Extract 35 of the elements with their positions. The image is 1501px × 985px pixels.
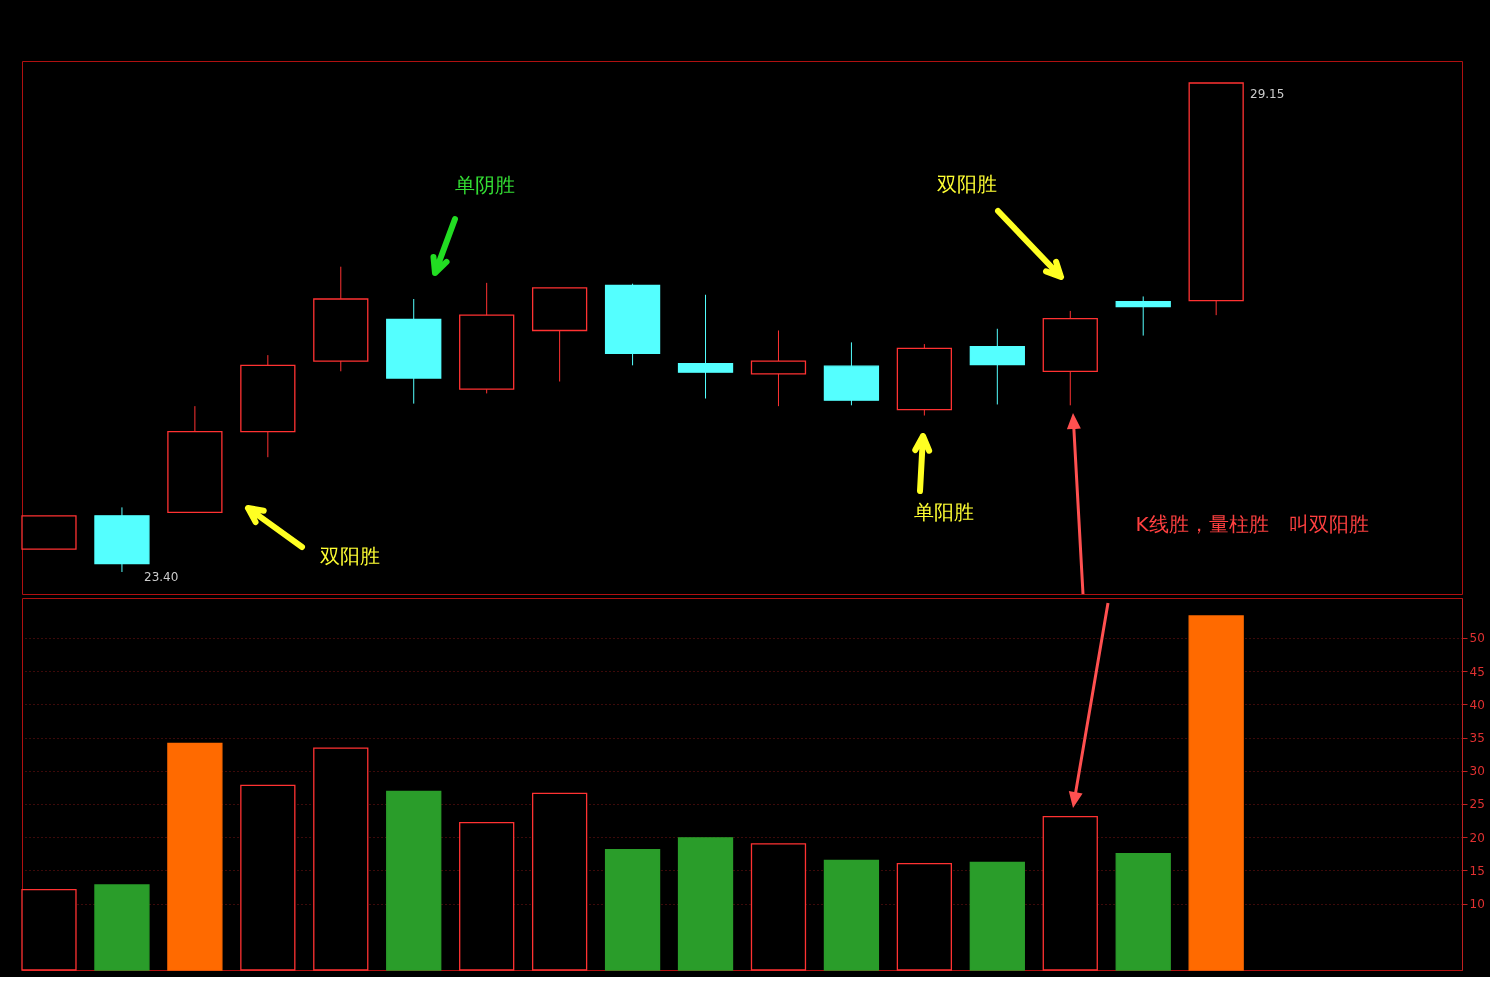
annotation: 单阴胜: [455, 173, 515, 197]
bar: [531, 792, 588, 971]
bar: [1042, 815, 1098, 971]
bar: [459, 821, 515, 971]
bar: [750, 843, 807, 971]
bar: [1115, 853, 1171, 971]
y-tick-label: 40: [1469, 697, 1485, 712]
y-tick-label: 25: [1469, 797, 1485, 812]
y-tick-label: 50: [1469, 631, 1485, 646]
bar: [604, 849, 661, 971]
bar: [21, 888, 77, 971]
bar: [896, 863, 953, 971]
y-tick-label: 15: [1469, 863, 1485, 878]
bar: [167, 742, 223, 971]
y-tick-label: 30: [1469, 764, 1485, 779]
bar: [677, 837, 734, 971]
y-tick-label: 20: [1469, 830, 1485, 845]
bar: [969, 861, 1025, 971]
annotation: 23.40: [144, 570, 179, 584]
annotation: 双阳胜: [937, 172, 997, 196]
bar: [386, 790, 442, 971]
annotation: 双阳胜: [320, 544, 380, 568]
bar: [240, 784, 296, 971]
annotation: K线胜，量柱胜 叫双阳胜: [1135, 512, 1369, 536]
candlestick: [1115, 295, 1171, 337]
bar: [313, 747, 369, 971]
annotation: 29.15: [1250, 87, 1285, 101]
candlestick: [677, 294, 734, 400]
annotation: 单阳胜: [914, 500, 974, 524]
y-tick-label: 10: [1469, 897, 1485, 912]
y-tick-label: 35: [1469, 731, 1485, 745]
bar: [823, 859, 880, 971]
y-tick-label: 45: [1469, 664, 1485, 679]
bar: [1188, 615, 1244, 971]
bar: [94, 884, 150, 971]
